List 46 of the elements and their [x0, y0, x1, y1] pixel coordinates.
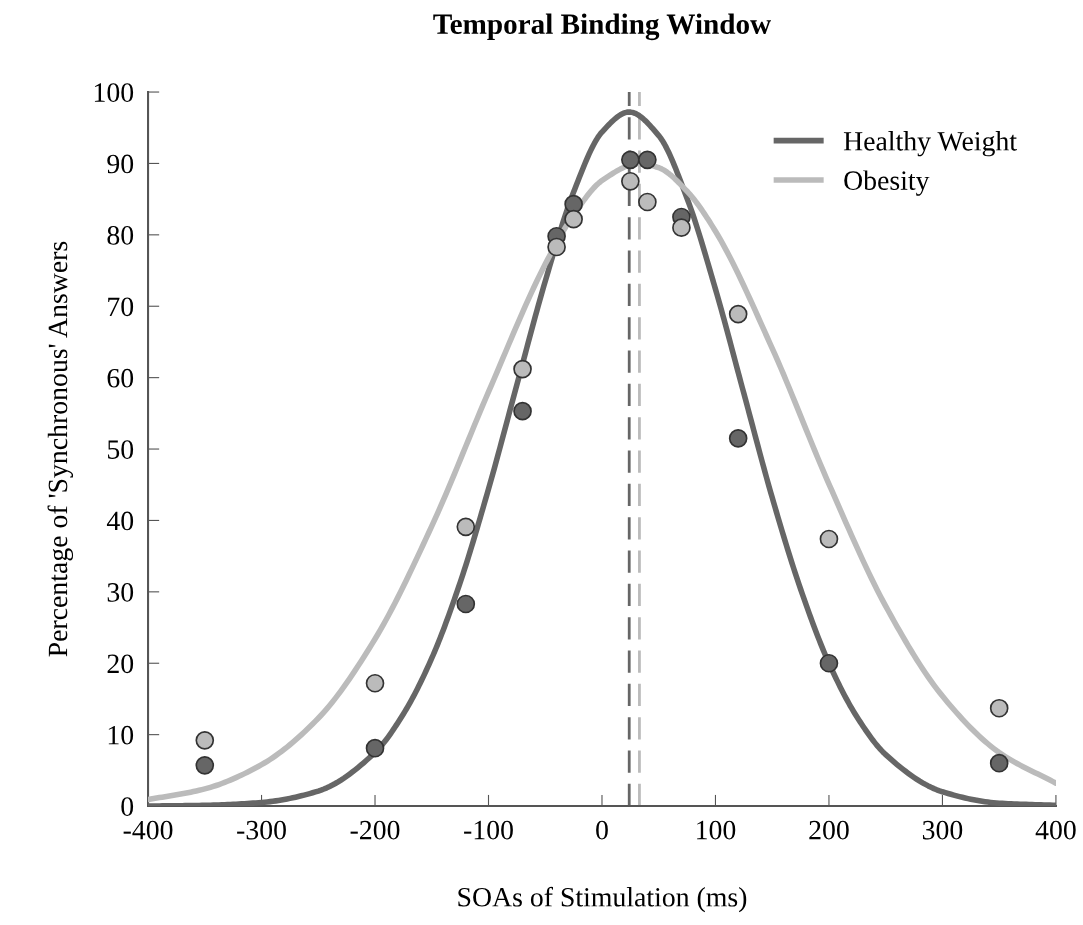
y-tick-label: 60	[107, 368, 134, 388]
point	[547, 237, 566, 257]
x-tick-label: -100	[464, 820, 513, 840]
x-tick-label: 0	[596, 820, 608, 840]
y-tick-label: 100	[94, 83, 134, 102]
point	[365, 738, 385, 758]
point	[513, 359, 532, 379]
x-tick-label: -400	[123, 820, 173, 840]
point	[989, 698, 1009, 718]
point	[638, 192, 657, 212]
y-tick-label: 20	[107, 654, 134, 674]
point	[819, 529, 839, 549]
point	[456, 517, 476, 537]
point	[989, 753, 1009, 773]
y-tick-label: 50	[107, 440, 134, 459]
point	[513, 401, 532, 421]
y-tick-label: 30	[107, 583, 134, 602]
point	[672, 218, 691, 238]
point	[728, 428, 748, 448]
point	[819, 653, 839, 673]
y-tick-label: 70	[108, 297, 134, 317]
y-axis-title: Percentage of 'Synchronous' Answers	[47, 241, 74, 657]
point	[621, 150, 640, 170]
x-tick-label: -200	[350, 820, 400, 840]
x-tick-label: 300	[922, 820, 963, 840]
point	[638, 150, 657, 170]
point	[564, 209, 583, 229]
x-tick-label: 400	[1035, 820, 1076, 840]
y-tick-label: 90	[107, 154, 134, 174]
point	[195, 731, 215, 750]
x-tick-label: 100	[697, 820, 736, 840]
x-tick-label: 200	[809, 820, 849, 840]
point	[621, 171, 640, 191]
x-tick-label: -300	[237, 820, 286, 840]
point	[365, 673, 385, 693]
y-tick-label: 0	[121, 797, 134, 816]
y-tick-label: 10	[108, 725, 134, 745]
point	[195, 756, 215, 775]
y-tick-label: 80	[107, 226, 134, 245]
point	[456, 594, 476, 614]
y-tick-label: 40	[106, 511, 134, 531]
legend-label: Healthy Weight	[843, 131, 1017, 157]
point	[728, 304, 748, 324]
chart-title: Temporal Binding Window	[433, 13, 771, 41]
legend-label: Obesity	[844, 170, 930, 196]
x-axis-title: SOAs of Stimulation (ms)	[458, 886, 747, 913]
